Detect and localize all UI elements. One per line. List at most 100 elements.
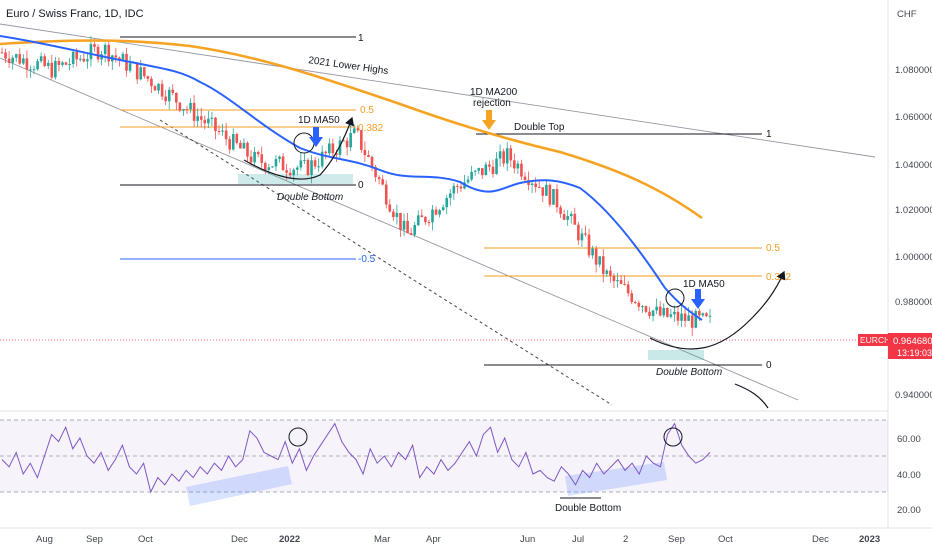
- candle-body: [448, 193, 452, 198]
- candle-body: [698, 311, 701, 316]
- candle-body: [221, 130, 224, 132]
- currency-label: CHF: [897, 9, 917, 20]
- candle-body: [164, 96, 167, 102]
- candle-body: [513, 160, 516, 169]
- candle-body: [0, 52, 4, 54]
- candle-body: [694, 311, 698, 328]
- candle-body: [267, 167, 271, 170]
- price-tick: 0.980000: [895, 297, 932, 308]
- left-db-curve: [243, 116, 355, 180]
- candle-body: [107, 44, 111, 62]
- candle-body: [577, 224, 580, 241]
- rsi-panel: Double Bottom 60.00 40.00 20.00: [0, 410, 921, 516]
- candle-body: [616, 280, 619, 282]
- candle-body: [687, 315, 690, 321]
- time-tick: Aug: [36, 534, 53, 545]
- candle-body: [139, 67, 143, 80]
- candle-body: [591, 248, 594, 256]
- candle-body: [666, 307, 669, 317]
- candle-body: [708, 315, 712, 317]
- candle-body: [274, 159, 278, 167]
- candle-body: [61, 62, 64, 65]
- candle-body: [246, 142, 249, 157]
- candle-body: [587, 234, 591, 256]
- candle-body: [210, 117, 214, 119]
- candle-body: [135, 62, 139, 80]
- fib-left-0382: 0.382: [358, 123, 383, 134]
- candle-body: [594, 248, 598, 265]
- candle-body: [263, 162, 267, 170]
- candle-body: [434, 209, 438, 215]
- blue-arrow-icon: [309, 127, 323, 147]
- candle-body: [662, 307, 666, 316]
- candle-body: [523, 176, 527, 180]
- lower-highs-trendline: [0, 23, 876, 158]
- projection-curve: [649, 270, 786, 350]
- price-tick: 1.060000: [895, 112, 932, 123]
- candle-body: [374, 167, 377, 178]
- price-tag-countdown: 13:19:03: [897, 348, 932, 358]
- price-tick: 0.940000: [895, 390, 932, 401]
- candle-body: [292, 169, 296, 176]
- candle-body: [402, 220, 406, 230]
- candle-body: [78, 58, 82, 60]
- candle-body: [598, 256, 602, 265]
- candle-body: [623, 283, 626, 285]
- candle-body: [456, 185, 459, 187]
- candle-body: [438, 210, 441, 215]
- orange-arrow-icon: [482, 110, 496, 130]
- ma200-label-1: 1D MA200: [470, 87, 518, 98]
- price-tick: 1.020000: [895, 205, 932, 216]
- candle-body: [470, 171, 473, 180]
- time-tick: Jun: [520, 534, 535, 545]
- candle-body: [171, 89, 175, 93]
- candle-body: [75, 51, 79, 60]
- candle-body: [420, 215, 424, 218]
- candle-body: [441, 207, 445, 211]
- candle-body: [25, 58, 29, 70]
- candle-body: [310, 160, 313, 176]
- rsi-circle-right: [663, 427, 683, 447]
- candle-body: [22, 58, 25, 64]
- candle-body: [384, 184, 388, 205]
- candle-body: [399, 212, 402, 230]
- price-tick: 1.000000: [895, 252, 932, 263]
- candle-body: [669, 314, 673, 317]
- candle-body: [175, 92, 178, 103]
- ma50-circle-right: [665, 288, 685, 308]
- rsi-tick: 20.00: [897, 505, 921, 516]
- candle-body: [11, 57, 14, 63]
- candle-body: [409, 233, 413, 235]
- rsi-line: [1, 422, 711, 494]
- candle-body: [299, 160, 303, 168]
- candle-body: [36, 61, 39, 70]
- candle-body: [605, 270, 609, 274]
- candle-body: [584, 233, 587, 235]
- fib-right: 1 0.5 0.382 0: [476, 129, 791, 371]
- candle-body: [143, 67, 146, 77]
- candle-body: [32, 69, 36, 71]
- candle-body: [317, 166, 320, 168]
- chart-title: Euro / Swiss Franc, 1D, IDC: [6, 8, 144, 20]
- candle-body: [637, 302, 641, 307]
- candle-body: [541, 187, 545, 196]
- candle-body: [43, 56, 46, 66]
- ma200-label-2: rejection: [473, 98, 511, 109]
- candle-body: [367, 155, 370, 157]
- blue-arrow-icon: [691, 289, 705, 309]
- candle-body: [278, 156, 281, 160]
- candle-body: [392, 211, 395, 218]
- candle-body: [573, 213, 577, 225]
- candle-body: [473, 170, 477, 172]
- candle-body: [313, 160, 317, 167]
- candle-body: [559, 207, 562, 215]
- candle-body: [630, 293, 634, 303]
- lower-channel-trendline: [0, 57, 799, 401]
- candle-body: [701, 313, 705, 316]
- candle-body: [498, 151, 502, 159]
- candle-body: [118, 57, 121, 60]
- candle-body: [395, 212, 399, 218]
- candle-body: [228, 139, 231, 150]
- double-top-label: Double Top: [514, 122, 565, 133]
- candle-body: [14, 54, 18, 58]
